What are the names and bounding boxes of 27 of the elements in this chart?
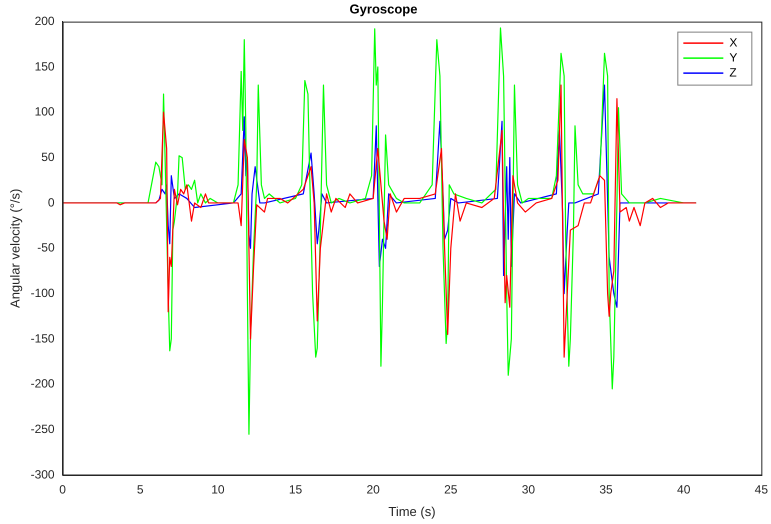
y-tick-label: 200 [34,14,55,28]
legend-label: Z [729,65,737,80]
y-tick-label: -200 [30,376,55,391]
x-tick-label: 20 [366,482,380,497]
y-tick-label: 100 [34,104,55,119]
legend-label: X [729,35,738,50]
y-tick-label: -100 [30,286,55,300]
y-tick-label: -50 [37,240,55,255]
x-tick-label: 10 [211,482,225,497]
y-tick-label: 50 [41,150,55,164]
x-tick-label: 15 [288,482,303,497]
x-tick-label: 25 [444,482,458,497]
y-tick-label: -250 [30,422,55,436]
x-tick-label: 35 [599,482,614,497]
y-axis-title: Angular velocity (°/s) [7,188,22,308]
y-tick-label: -150 [30,331,55,346]
y-tick-label: -300 [30,467,55,482]
x-tick-label: 30 [522,482,536,497]
chart-title: Gyroscope [350,1,418,16]
x-tick-label: 40 [677,482,691,497]
x-tick-label: 45 [754,482,768,497]
x-tick-label: 5 [136,482,144,497]
y-tick-label: 150 [34,59,55,74]
x-tick-label: 0 [59,482,66,497]
legend-label: Y [729,50,738,64]
x-axis-title: Time (s) [388,504,436,519]
y-tick-label: 0 [48,195,55,210]
